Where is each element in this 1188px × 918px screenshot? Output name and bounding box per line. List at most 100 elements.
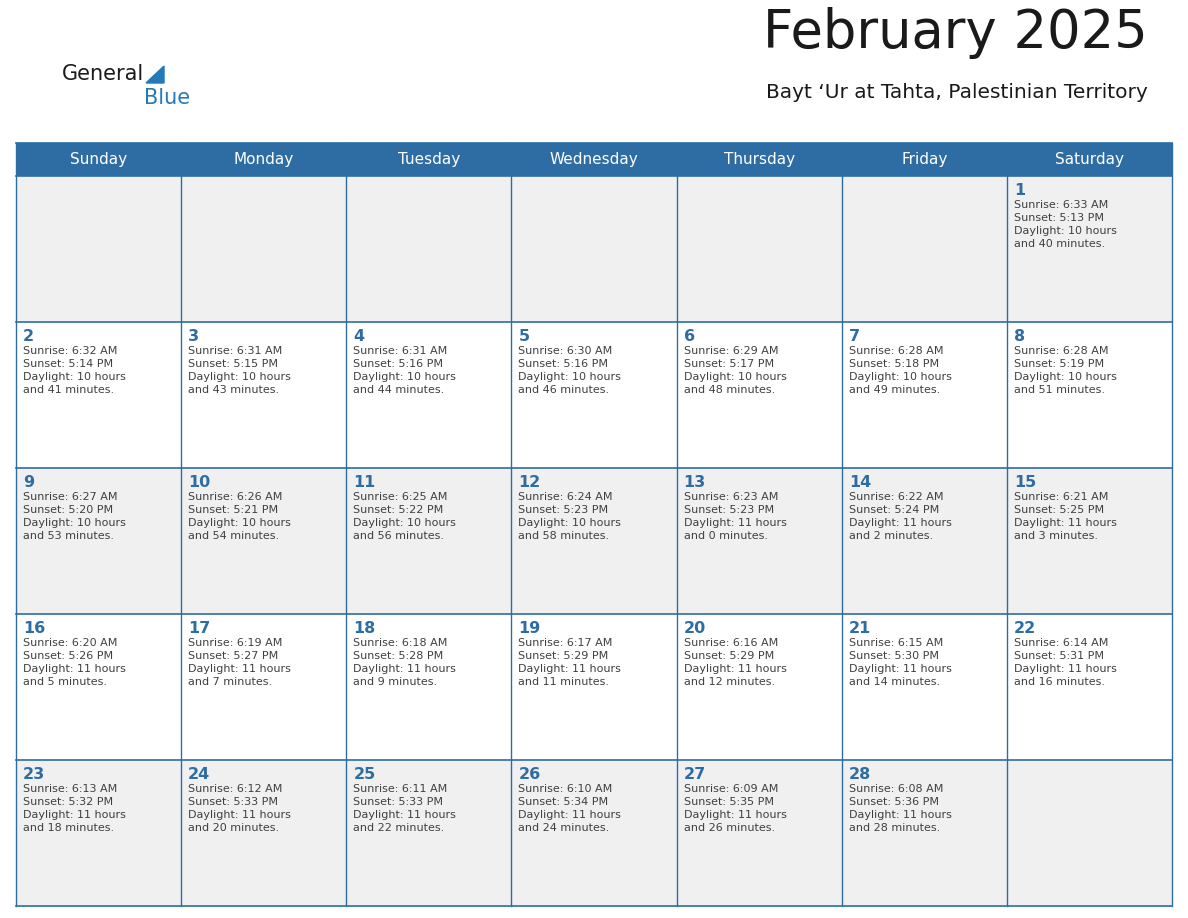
Bar [511,468,677,614]
Text: Sunrise: 6:18 AM: Sunrise: 6:18 AM [353,638,448,648]
Text: Sunday: Sunday [70,152,127,167]
Text: Daylight: 11 hours: Daylight: 11 hours [518,810,621,820]
Text: 22: 22 [1013,621,1036,636]
Text: February 2025: February 2025 [763,7,1148,59]
Text: Sunset: 5:17 PM: Sunset: 5:17 PM [683,359,773,369]
Text: Daylight: 11 hours: Daylight: 11 hours [353,810,456,820]
Text: 1: 1 [1013,183,1025,198]
Text: Sunrise: 6:11 AM: Sunrise: 6:11 AM [353,784,448,794]
Bar [15,176,181,322]
Text: and 54 minutes.: and 54 minutes. [188,531,279,541]
Text: and 3 minutes.: and 3 minutes. [1013,531,1098,541]
Bar [346,614,511,760]
Text: Bayt ‘Ur at Tahta, Palestinian Territory: Bayt ‘Ur at Tahta, Palestinian Territory [766,83,1148,102]
Bar [511,176,677,322]
Text: Sunset: 5:21 PM: Sunset: 5:21 PM [188,505,278,515]
Text: Daylight: 10 hours: Daylight: 10 hours [23,518,126,528]
Text: Daylight: 11 hours: Daylight: 11 hours [848,664,952,674]
Bar [511,614,677,760]
Bar [511,760,677,906]
Bar [677,614,842,760]
Text: and 9 minutes.: and 9 minutes. [353,677,437,687]
Text: 16: 16 [23,621,45,636]
Text: Monday: Monday [234,152,293,167]
Text: 21: 21 [848,621,871,636]
Text: Sunrise: 6:28 AM: Sunrise: 6:28 AM [848,346,943,356]
Text: and 12 minutes.: and 12 minutes. [683,677,775,687]
Text: 27: 27 [683,767,706,782]
Text: Sunset: 5:16 PM: Sunset: 5:16 PM [353,359,443,369]
Text: Sunset: 5:22 PM: Sunset: 5:22 PM [353,505,443,515]
Text: 9: 9 [23,475,34,490]
Text: Sunrise: 6:27 AM: Sunrise: 6:27 AM [23,492,118,502]
Text: Sunrise: 6:22 AM: Sunrise: 6:22 AM [848,492,943,502]
Text: 3: 3 [188,329,200,344]
Text: Daylight: 10 hours: Daylight: 10 hours [683,372,786,382]
Text: Sunset: 5:29 PM: Sunset: 5:29 PM [518,651,608,661]
Text: Daylight: 11 hours: Daylight: 11 hours [683,518,786,528]
Text: Daylight: 10 hours: Daylight: 10 hours [848,372,952,382]
Text: Daylight: 11 hours: Daylight: 11 hours [353,664,456,674]
Text: Sunrise: 6:09 AM: Sunrise: 6:09 AM [683,784,778,794]
Bar [15,468,181,614]
Text: 23: 23 [23,767,45,782]
Text: Sunset: 5:27 PM: Sunset: 5:27 PM [188,651,278,661]
Text: Sunrise: 6:31 AM: Sunrise: 6:31 AM [353,346,448,356]
Text: Sunset: 5:20 PM: Sunset: 5:20 PM [23,505,113,515]
Bar [181,760,346,906]
Bar [842,322,1007,468]
Text: and 46 minutes.: and 46 minutes. [518,385,609,395]
Text: and 28 minutes.: and 28 minutes. [848,823,940,833]
Text: and 16 minutes.: and 16 minutes. [1013,677,1105,687]
Bar [181,322,346,468]
Text: Sunset: 5:29 PM: Sunset: 5:29 PM [683,651,773,661]
Text: Daylight: 11 hours: Daylight: 11 hours [848,518,952,528]
Bar [181,176,346,322]
Text: Daylight: 10 hours: Daylight: 10 hours [188,518,291,528]
Text: Sunrise: 6:21 AM: Sunrise: 6:21 AM [1013,492,1108,502]
Bar [181,468,346,614]
Text: Daylight: 11 hours: Daylight: 11 hours [1013,518,1117,528]
Text: 19: 19 [518,621,541,636]
Text: Saturday: Saturday [1055,152,1124,167]
Text: 6: 6 [683,329,695,344]
Text: Sunset: 5:25 PM: Sunset: 5:25 PM [1013,505,1104,515]
Text: Daylight: 11 hours: Daylight: 11 hours [23,810,126,820]
Bar [842,760,1007,906]
Text: 15: 15 [1013,475,1036,490]
Text: and 51 minutes.: and 51 minutes. [1013,385,1105,395]
Text: General: General [62,64,144,84]
Polygon shape [146,66,164,83]
Bar [15,143,1173,176]
Bar [181,614,346,760]
Text: 26: 26 [518,767,541,782]
Bar [1007,468,1173,614]
Text: 20: 20 [683,621,706,636]
Text: Thursday: Thursday [723,152,795,167]
Text: Daylight: 11 hours: Daylight: 11 hours [23,664,126,674]
Bar [677,760,842,906]
Text: Sunset: 5:13 PM: Sunset: 5:13 PM [1013,213,1104,223]
Bar [15,322,181,468]
Bar [842,468,1007,614]
Text: and 44 minutes.: and 44 minutes. [353,385,444,395]
Text: Daylight: 10 hours: Daylight: 10 hours [188,372,291,382]
Text: Daylight: 11 hours: Daylight: 11 hours [518,664,621,674]
Text: 28: 28 [848,767,871,782]
Text: Sunrise: 6:28 AM: Sunrise: 6:28 AM [1013,346,1108,356]
Text: 13: 13 [683,475,706,490]
Text: Sunrise: 6:20 AM: Sunrise: 6:20 AM [23,638,118,648]
Text: Sunrise: 6:23 AM: Sunrise: 6:23 AM [683,492,778,502]
Text: and 41 minutes.: and 41 minutes. [23,385,114,395]
Text: 25: 25 [353,767,375,782]
Text: Sunset: 5:14 PM: Sunset: 5:14 PM [23,359,113,369]
Text: Sunrise: 6:19 AM: Sunrise: 6:19 AM [188,638,283,648]
Text: 5: 5 [518,329,530,344]
Text: and 0 minutes.: and 0 minutes. [683,531,767,541]
Text: Daylight: 10 hours: Daylight: 10 hours [518,518,621,528]
Text: Sunrise: 6:31 AM: Sunrise: 6:31 AM [188,346,283,356]
Text: and 20 minutes.: and 20 minutes. [188,823,279,833]
Text: Sunset: 5:26 PM: Sunset: 5:26 PM [23,651,113,661]
Bar [677,468,842,614]
Text: Daylight: 10 hours: Daylight: 10 hours [1013,372,1117,382]
